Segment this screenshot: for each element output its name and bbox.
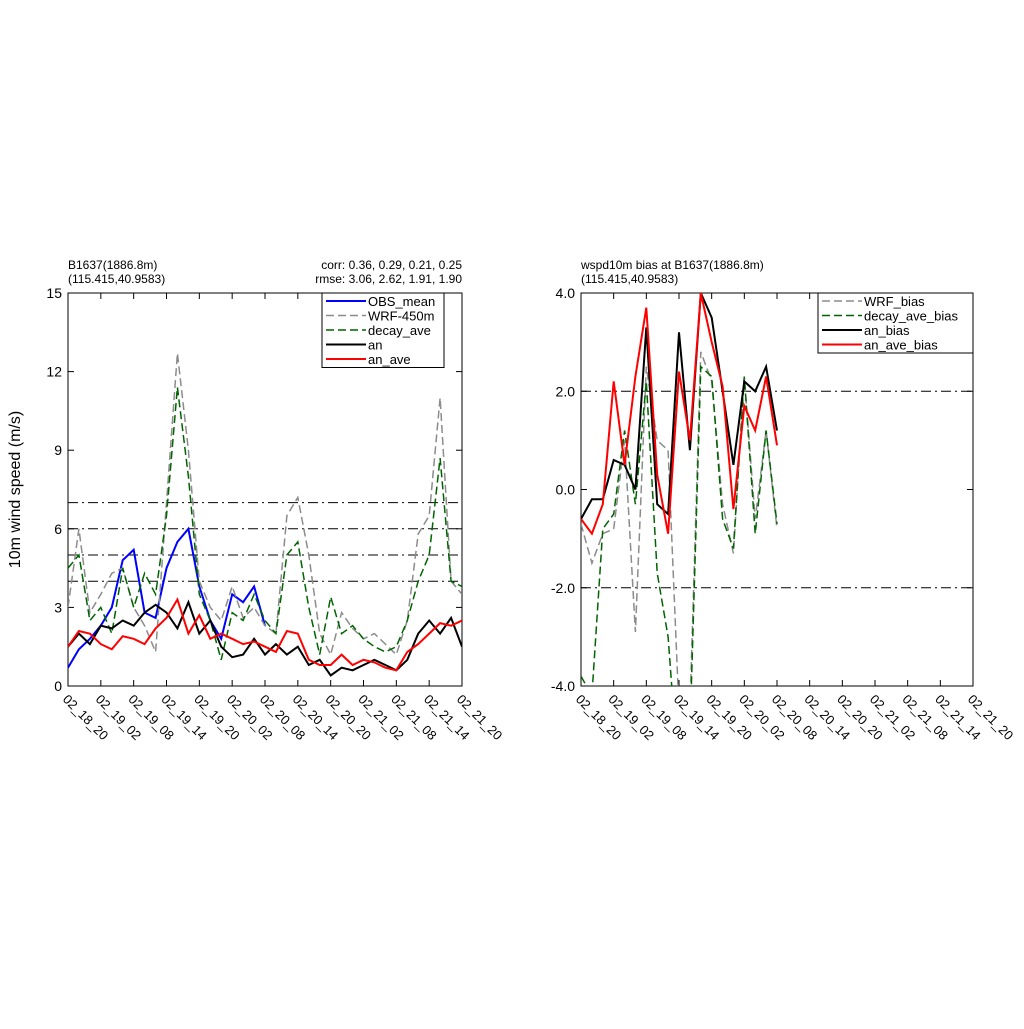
y-axis-label: 10m wind speed (m/s): [7, 411, 24, 568]
legend-label: OBS_mean: [368, 294, 435, 309]
y-tick-label: 12: [46, 364, 62, 380]
legend-label: an_ave: [368, 352, 411, 367]
series-line: [581, 293, 778, 536]
series-line: [581, 365, 778, 686]
chart-title: (115.415,40.9583): [581, 272, 678, 286]
series-line: [68, 526, 266, 669]
y-tick-label: 0: [54, 678, 62, 694]
series-line: [68, 353, 462, 657]
y-tick-label: 2.0: [556, 383, 576, 399]
series-line: [68, 387, 462, 661]
plot-area: [581, 293, 778, 686]
y-tick-label: 3: [54, 599, 62, 615]
legend-label: an_bias: [864, 323, 910, 338]
plot-area: [68, 353, 462, 677]
series-line: [581, 351, 778, 686]
y-tick-label: 4.0: [556, 285, 576, 301]
legend-box: [817, 292, 974, 354]
chart-title: B1637(1886.8m): [68, 258, 157, 272]
chart-title: wspd10m bias at B1637(1886.8m): [580, 258, 764, 272]
stats-text: rmse: 3.06, 2.62, 1.91, 1.90: [315, 272, 462, 286]
legend-label: WRF-450m: [368, 309, 434, 324]
stats-text: corr: 0.36, 0.29, 0.21, 0.25: [321, 258, 462, 272]
legend-label: an: [368, 338, 382, 353]
y-tick-label: -2.0: [551, 580, 575, 596]
legend-label: decay_ave_bias: [864, 309, 958, 324]
legend-label: decay_ave: [368, 323, 431, 338]
series-line: [68, 599, 462, 677]
chart-title: (115.415,40.9583): [68, 272, 165, 286]
y-tick-label: 9: [54, 442, 62, 458]
legend-label: WRF_bias: [864, 294, 925, 309]
series-line: [581, 293, 778, 520]
y-tick-label: 0.0: [556, 482, 576, 498]
y-tick-label: 15: [46, 285, 62, 301]
series-line: [68, 597, 462, 672]
y-tick-label: -4.0: [551, 678, 575, 694]
y-tick-label: 6: [54, 521, 62, 537]
legend-label: an_ave_bias: [864, 338, 938, 353]
